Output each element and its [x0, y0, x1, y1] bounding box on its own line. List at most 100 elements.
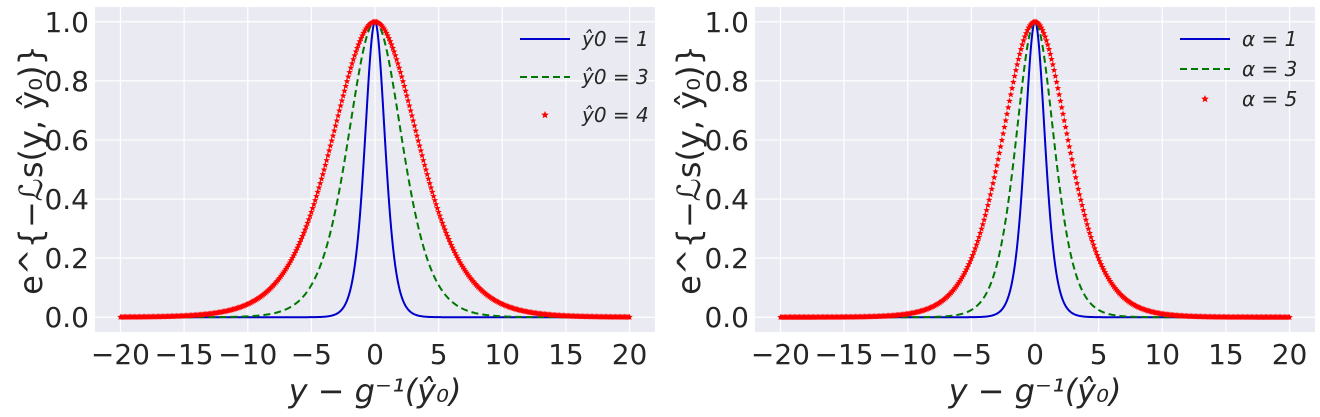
star-marker: [1016, 50, 1023, 57]
star-marker: [1007, 91, 1015, 98]
star-marker: [345, 73, 352, 80]
star-marker: [328, 137, 335, 144]
star-marker: [1010, 78, 1017, 85]
star-marker: [338, 97, 346, 104]
star-marker: [305, 216, 313, 223]
star-marker: [1075, 185, 1082, 192]
star-marker: [309, 204, 316, 212]
legend: ŷ0 = 1 ŷ0 = 3 ŷ0 = 4: [520, 27, 649, 127]
y-axis-label: e^{−ℒs(y, ŷ₀)}: [12, 45, 50, 295]
star-marker: [297, 235, 305, 242]
star-marker: [406, 102, 413, 109]
x-tick-label: −5: [951, 338, 992, 371]
x-tick-label: 0: [366, 338, 384, 371]
star-marker: [1015, 55, 1022, 62]
star-marker: [1076, 191, 1083, 198]
x-axis-label: y − g⁻¹(ŷ₀): [948, 372, 1122, 410]
star-marker: [342, 82, 349, 89]
star-marker: [1050, 66, 1058, 73]
star-marker: [1077, 196, 1085, 203]
star-marker: [1008, 84, 1016, 92]
y-tick-labels: 0.0 0.2 0.4 0.6 0.8 1.0: [44, 6, 89, 334]
star-marker: [991, 174, 998, 181]
star-marker: [966, 258, 974, 265]
star-marker: [1044, 41, 1051, 48]
star-marker: [432, 200, 440, 208]
star-marker: [336, 107, 343, 114]
star-marker: [970, 248, 978, 255]
star-marker: [1041, 33, 1049, 40]
x-tick-label: −20: [751, 338, 810, 371]
star-marker: [1019, 41, 1026, 48]
x-tick-label: 15: [548, 338, 584, 371]
x-tick-label: 20: [612, 338, 648, 371]
star-marker: [299, 232, 306, 239]
star-marker: [346, 68, 353, 76]
star-marker: [1063, 130, 1071, 137]
series-markers: [117, 18, 633, 320]
star-marker: [1005, 104, 1012, 111]
star-marker: [969, 251, 976, 259]
star-marker: [421, 161, 428, 168]
star-marker: [332, 122, 339, 129]
star-marker: [1062, 123, 1069, 130]
star-marker: [1011, 72, 1018, 79]
x-tick-label: −10: [218, 338, 277, 371]
star-marker: [1045, 45, 1053, 52]
star-marker: [418, 152, 426, 159]
star-marker: [1085, 225, 1092, 232]
star-marker: [422, 166, 430, 173]
star-marker: [420, 156, 427, 164]
star-marker: [303, 223, 310, 230]
star-marker: [401, 82, 408, 89]
star-marker: [1081, 211, 1088, 218]
y-tick-label: 0.0: [44, 301, 89, 334]
star-marker: [426, 179, 433, 187]
series-markers: [777, 18, 1293, 320]
x-tick-label: 15: [1208, 338, 1244, 371]
legend-label: ŷ0 = 3: [581, 65, 649, 89]
star-marker: [1286, 313, 1293, 320]
star-marker: [998, 136, 1006, 143]
star-marker: [352, 48, 360, 55]
star-marker: [999, 130, 1007, 137]
star-marker: [317, 179, 324, 187]
star-marker: [412, 127, 419, 134]
legend-label: ŷ0 = 1: [581, 27, 649, 51]
star-marker: [301, 226, 309, 233]
star-marker: [320, 166, 328, 173]
star-marker: [347, 64, 355, 71]
star-marker: [1073, 179, 1081, 187]
star-marker: [348, 60, 356, 67]
star-marker: [1072, 174, 1079, 181]
y-tick-label: 0.6: [704, 124, 749, 157]
star-marker: [989, 179, 997, 187]
star-marker: [1086, 229, 1093, 236]
legend-label: ŷ0 = 4: [581, 103, 649, 127]
series-lines: [117, 18, 633, 320]
star-marker: [992, 168, 999, 175]
star-marker: [968, 255, 975, 262]
star-marker: [306, 212, 314, 219]
star-marker: [984, 201, 992, 208]
x-tick-label: 10: [484, 338, 520, 371]
star-marker: [1020, 37, 1027, 44]
star-marker: [310, 200, 318, 208]
x-tick-label: 5: [1090, 338, 1108, 371]
star-marker: [407, 107, 414, 114]
star-marker: [1001, 123, 1008, 130]
chart-right: −20 −15 −10 −5 0 5 10 15 20 0.0 0.2 0.4 0.6 0.8 1.0 α…: [670, 6, 1315, 410]
star-marker: [980, 216, 988, 223]
star-marker: [413, 132, 421, 139]
legend-marker: [1201, 95, 1209, 103]
star-marker: [1054, 84, 1062, 92]
star-marker: [1058, 104, 1065, 111]
star-marker: [965, 260, 973, 268]
star-marker: [416, 142, 423, 149]
star-marker: [1068, 155, 1076, 163]
star-marker: [394, 60, 402, 67]
star-marker: [434, 204, 441, 212]
star-marker: [974, 237, 981, 244]
star-marker: [404, 97, 412, 104]
star-marker: [994, 155, 1002, 163]
